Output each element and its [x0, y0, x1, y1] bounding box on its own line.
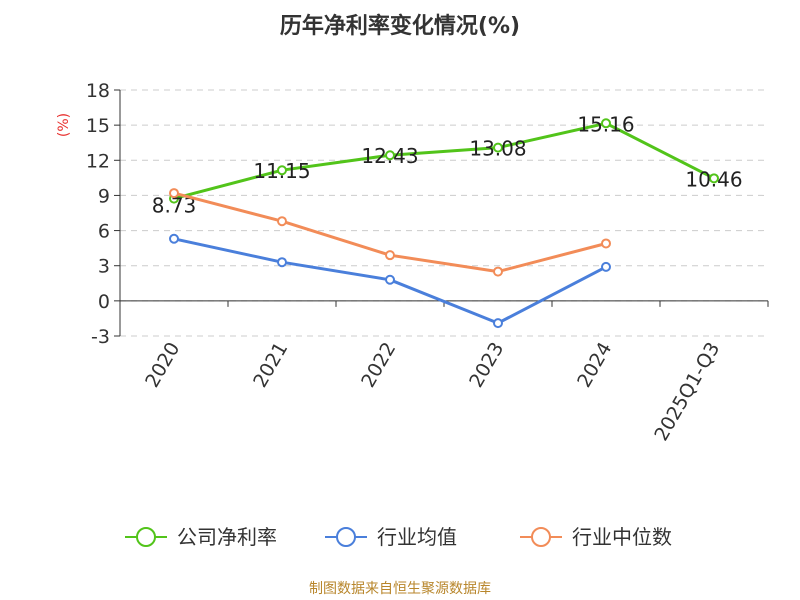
y-tick-label: 6: [98, 221, 110, 243]
y-axis-unit-label: (%): [56, 113, 72, 137]
x-tick-label: 2022: [357, 339, 400, 392]
data-point: [493, 266, 503, 277]
y-tick-label: 3: [98, 256, 110, 278]
data-label: 10.46: [685, 167, 742, 191]
x-tick-label: 2020: [141, 339, 184, 392]
y-tick-label: 18: [86, 80, 110, 102]
y-tick-label: -3: [91, 326, 110, 348]
data-point: [601, 261, 611, 272]
data-point: [493, 318, 503, 329]
data-label: 15.16: [577, 112, 634, 136]
data-point: [493, 142, 503, 153]
data-source-note: 制图数据来自恒生聚源数据库: [309, 581, 491, 597]
legend-label: 行业中位数: [572, 525, 672, 549]
y-tick-label: 9: [98, 185, 110, 207]
data-point: [277, 257, 287, 268]
data-point: [169, 188, 179, 199]
y-tick-label: 0: [98, 291, 110, 313]
data-point: [277, 216, 287, 227]
y-tick-label: 15: [86, 115, 110, 137]
x-tick-label: 2024: [573, 339, 616, 392]
data-point: [709, 173, 719, 184]
x-tick-label: 2025Q1-Q3: [650, 339, 724, 445]
y-tick-label: 12: [86, 150, 110, 172]
data-point: [385, 150, 395, 161]
data-point: [277, 165, 287, 176]
data-label: 13.08: [469, 137, 526, 161]
data-point: [385, 274, 395, 285]
legend-label: 行业均值: [377, 525, 457, 549]
legend-marker: [336, 527, 356, 547]
legend-marker: [136, 527, 156, 547]
chart-title: 历年净利率变化情况(%): [279, 14, 521, 39]
legend-marker: [531, 527, 551, 547]
legend-label: 公司净利率: [177, 525, 277, 549]
data-point: [601, 118, 611, 129]
series-line: [173, 121, 715, 201]
data-point: [601, 238, 611, 249]
data-point: [169, 233, 179, 244]
x-tick-label: 2023: [465, 339, 508, 392]
data-point: [385, 250, 395, 261]
x-tick-label: 2021: [249, 339, 292, 392]
data-label: 11.15: [253, 159, 310, 183]
data-label: 12.43: [361, 144, 418, 168]
